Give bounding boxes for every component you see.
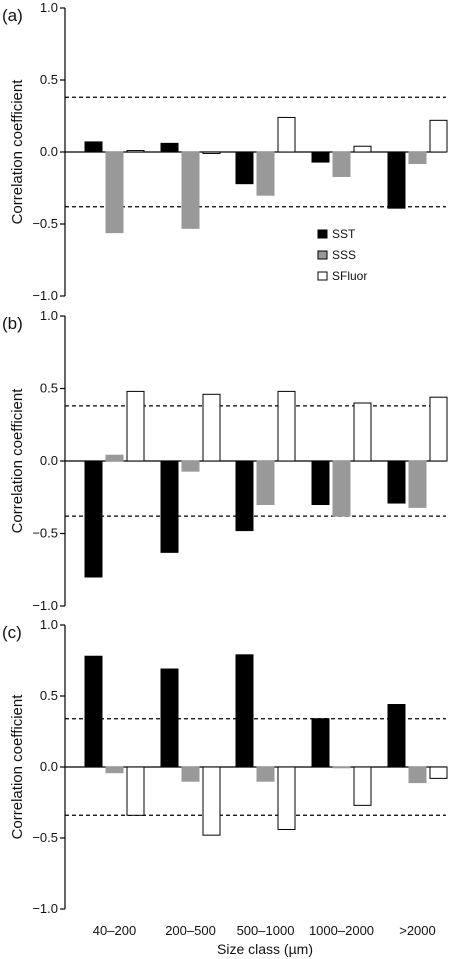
bar-sfluor-5 xyxy=(429,396,448,462)
legend: SST SSS SFluor xyxy=(317,227,367,283)
legend-label-sss: SSS xyxy=(332,248,356,262)
bar-sst-4 xyxy=(311,718,330,768)
bar-sss-2 xyxy=(181,460,200,472)
panel-3: 1.0 0.5 0.0 −0.5 −1.0 (c) Correlation coeffici… xyxy=(2,617,448,957)
bar-sfluor-2 xyxy=(202,151,221,154)
bar-sst-1 xyxy=(84,460,103,578)
panel-label: (b) xyxy=(2,314,23,333)
y-tick-label: 1.0 xyxy=(40,617,58,632)
x-tick-label: 40–200 xyxy=(93,923,136,938)
legend-label-sfluor: SFluor xyxy=(332,269,367,283)
bar-sfluor-3 xyxy=(277,116,296,153)
bar-sfluor-4 xyxy=(353,145,372,153)
y-tick-label: 0.5 xyxy=(40,72,58,87)
bar-sst-5 xyxy=(387,151,406,209)
bar-sss-1 xyxy=(105,454,124,462)
bar-sss-5 xyxy=(408,151,427,165)
y-axis-label: Correlation coefficient xyxy=(9,79,26,225)
bar-sss-5 xyxy=(408,766,427,784)
x-tick-label: >2000 xyxy=(399,923,436,938)
bar-sst-2 xyxy=(160,460,179,553)
bar-sst-3 xyxy=(235,460,254,532)
bar-sst-4 xyxy=(311,460,330,505)
bar-sst-2 xyxy=(160,668,179,768)
y-tick-label: 0.5 xyxy=(40,381,58,396)
bar-sfluor-5 xyxy=(429,119,448,153)
bar-sss-1 xyxy=(105,766,124,774)
y-tick-label: −0.5 xyxy=(32,830,58,845)
bar-sst-2 xyxy=(160,142,179,153)
y-tick-label: 1.0 xyxy=(40,308,58,323)
x-tick-label: 1000–2000 xyxy=(309,923,374,938)
bar-sfluor-2 xyxy=(202,766,221,836)
bar-sfluor-1 xyxy=(126,150,145,153)
y-tick-label: 0.0 xyxy=(40,453,58,468)
bar-sfluor-5 xyxy=(429,766,448,779)
bar-sfluor-3 xyxy=(277,390,296,462)
y-tick-label: 0.5 xyxy=(40,688,58,703)
bar-sss-5 xyxy=(408,460,427,508)
bar-sfluor-1 xyxy=(126,766,145,816)
bar-sss-3 xyxy=(256,460,275,505)
bar-sss-3 xyxy=(256,766,275,782)
y-tick-label: −0.5 xyxy=(32,216,58,231)
x-axis-label: Size class (µm) xyxy=(217,941,313,957)
bar-sss-3 xyxy=(256,151,275,196)
bar-sfluor-2 xyxy=(202,393,221,462)
panel-1: 1.0 0.5 0.0 −0.5 −1.0 (a) Correlation coeffici… xyxy=(2,0,448,303)
bar-sst-5 xyxy=(387,460,406,504)
x-tick-label: 500–1000 xyxy=(237,923,295,938)
bar-sst-3 xyxy=(235,151,254,185)
y-tick-label: −0.5 xyxy=(32,526,58,541)
bar-sfluor-4 xyxy=(353,402,372,462)
y-tick-label: −1.0 xyxy=(32,901,58,916)
panel-label: (c) xyxy=(2,623,22,642)
bar-sfluor-1 xyxy=(126,390,145,462)
bar-sst-3 xyxy=(235,654,254,768)
bar-sst-1 xyxy=(84,141,103,153)
bar-sfluor-4 xyxy=(353,766,372,806)
y-tick-label: −1.0 xyxy=(32,288,58,303)
bar-sfluor-3 xyxy=(277,766,296,830)
panel-label: (a) xyxy=(2,6,23,25)
y-tick-label: 0.0 xyxy=(40,759,58,774)
panel-2: 1.0 0.5 0.0 −0.5 −1.0 (b) Correlation coeffici… xyxy=(2,308,448,613)
bar-sss-4 xyxy=(332,766,351,769)
legend-label-sst: SST xyxy=(332,227,356,241)
legend-swatch-sfluor xyxy=(317,271,328,281)
legend-swatch-sss xyxy=(317,250,328,260)
bar-sst-4 xyxy=(311,151,330,163)
bar-sss-2 xyxy=(181,151,200,229)
x-tick-label: 200–500 xyxy=(165,923,216,938)
bar-sss-1 xyxy=(105,151,124,234)
bar-sss-4 xyxy=(332,151,351,177)
y-tick-label: 0.0 xyxy=(40,144,58,159)
bar-sss-4 xyxy=(332,460,351,517)
y-tick-label: −1.0 xyxy=(32,598,58,613)
y-axis-label: Correlation coefficient xyxy=(9,694,26,840)
y-tick-label: 1.0 xyxy=(40,0,58,15)
bar-sst-5 xyxy=(387,704,406,768)
bar-sst-1 xyxy=(84,655,103,768)
legend-swatch-sst xyxy=(317,229,328,239)
y-axis-label: Correlation coefficient xyxy=(9,388,26,534)
bar-sss-2 xyxy=(181,766,200,782)
